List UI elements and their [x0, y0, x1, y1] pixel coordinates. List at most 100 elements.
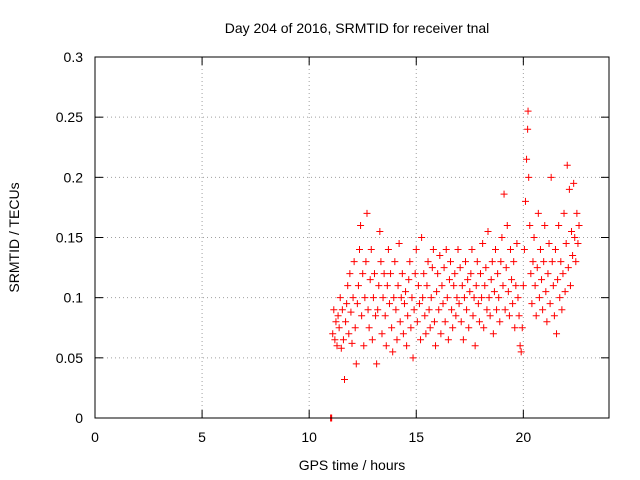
data-point — [339, 336, 347, 344]
data-point — [518, 324, 526, 332]
data-point — [412, 246, 420, 254]
data-point — [358, 312, 366, 320]
data-point — [504, 288, 512, 296]
data-point — [558, 306, 566, 314]
data-point — [406, 258, 414, 266]
axis-ticks: 0 0.05 0.1 0.15 0.2 0.25 0.3 0 5 10 15 20 — [56, 49, 609, 445]
data-point — [525, 173, 533, 181]
data-point — [404, 312, 412, 320]
data-point — [505, 312, 513, 320]
data-point — [515, 312, 523, 320]
data-point — [503, 221, 511, 229]
data-point — [384, 246, 392, 254]
y-tick-label: 0.05 — [56, 350, 83, 366]
data-point — [424, 258, 432, 266]
data-point — [520, 246, 528, 254]
data-point — [419, 294, 427, 302]
data-point — [457, 318, 465, 326]
data-point — [435, 306, 443, 314]
data-point — [332, 318, 340, 326]
data-point — [385, 300, 393, 308]
data-point — [521, 197, 529, 205]
data-point — [393, 336, 401, 344]
x-axis-label: GPS time / hours — [299, 457, 406, 473]
data-point — [473, 258, 481, 266]
data-point — [475, 318, 483, 326]
data-point — [449, 324, 457, 332]
data-point — [481, 282, 489, 290]
data-point — [517, 348, 525, 356]
data-point — [389, 348, 397, 356]
data-point — [425, 306, 433, 314]
data-point — [343, 300, 351, 308]
data-point — [502, 264, 510, 272]
data-point — [554, 276, 562, 284]
data-point — [437, 330, 445, 338]
data-point — [400, 300, 408, 308]
y-tick-label: 0.15 — [56, 230, 83, 246]
data-point — [391, 258, 399, 266]
data-point — [482, 264, 490, 272]
x-tick-label: 10 — [301, 429, 317, 445]
data-point — [445, 276, 453, 284]
data-point — [367, 246, 375, 254]
data-point — [427, 294, 435, 302]
data-point — [506, 246, 514, 254]
x-tick-label: 15 — [408, 429, 424, 445]
data-point — [500, 190, 508, 198]
data-point — [524, 125, 532, 133]
data-point — [375, 282, 383, 290]
data-point — [459, 336, 467, 344]
data-point — [530, 234, 538, 241]
data-point — [501, 306, 509, 314]
data-point — [508, 276, 516, 284]
data-point — [460, 294, 468, 302]
data-point — [566, 282, 574, 290]
data-point — [477, 270, 484, 278]
data-point — [337, 344, 345, 352]
data-point — [353, 300, 361, 308]
x-tick-label: 20 — [516, 429, 532, 445]
data-point — [542, 288, 550, 296]
data-point — [489, 330, 497, 338]
data-point — [329, 330, 337, 338]
data-point — [534, 209, 542, 217]
data-point — [509, 300, 517, 308]
data-point — [418, 234, 426, 241]
data-point — [436, 252, 444, 260]
data-point — [556, 294, 564, 302]
data-point — [415, 300, 423, 308]
data-point — [420, 270, 428, 278]
data-point — [387, 270, 395, 278]
data-point — [464, 276, 472, 284]
data-point — [514, 294, 522, 302]
data-point — [533, 264, 541, 272]
data-point — [497, 258, 505, 266]
data-point — [441, 318, 449, 326]
data-point — [377, 258, 385, 266]
data-point — [526, 221, 534, 229]
y-tick-label: 0.1 — [64, 290, 84, 306]
data-point — [513, 240, 521, 248]
data-point — [465, 324, 473, 332]
data-point — [483, 306, 491, 314]
data-point — [478, 294, 486, 302]
data-point — [380, 270, 388, 278]
data-point — [341, 375, 349, 383]
data-point — [560, 209, 568, 217]
data-point — [528, 300, 536, 308]
data-point — [562, 240, 570, 248]
data-point — [531, 282, 539, 290]
data-point — [410, 306, 418, 314]
data-point — [564, 264, 572, 272]
data-point — [494, 270, 502, 278]
data-point — [334, 312, 342, 320]
data-point — [447, 258, 455, 266]
data-point — [370, 270, 378, 278]
data-point — [571, 234, 579, 241]
data-point — [453, 294, 461, 302]
data-point — [553, 330, 561, 338]
data-point — [516, 342, 524, 350]
data-point — [349, 294, 357, 302]
